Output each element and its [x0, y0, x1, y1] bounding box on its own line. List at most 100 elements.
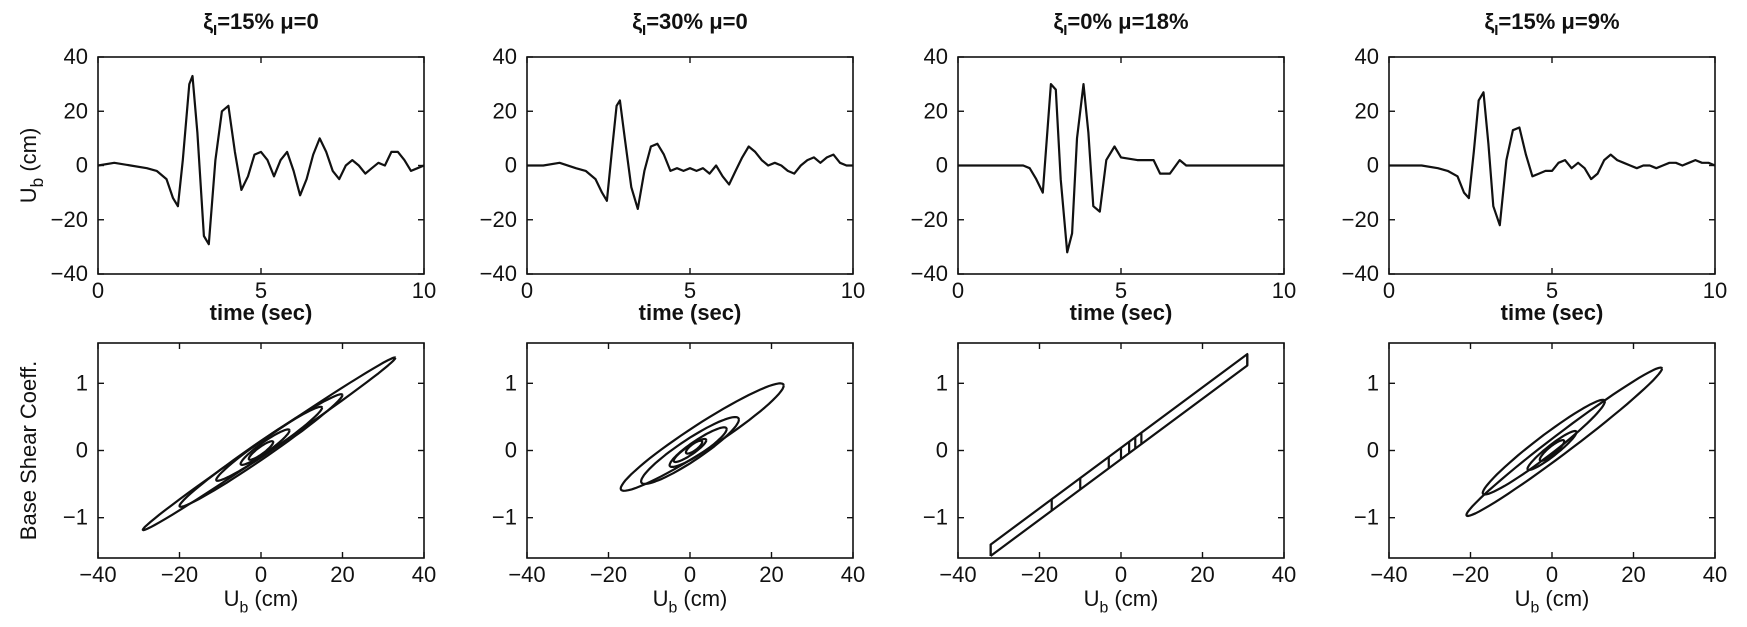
y-tick-label: −40: [51, 261, 88, 286]
y-tick-label: 1: [936, 370, 948, 395]
panel-3: 0 5 10 40 20 0 −20 −40 time (sec) ξI=0% μ=18%: [911, 9, 1297, 325]
hysteresis-loop: [1526, 429, 1578, 472]
x-tick-label: −40: [1370, 562, 1407, 587]
y-tick-label: 20: [64, 98, 88, 123]
y-tick-label: −20: [51, 207, 88, 232]
panel-2: 0 5 10 40 20 0 −20 −40 time (sec) ξI=30% μ=0: [480, 9, 866, 325]
x-axis-label: Ub (cm): [1515, 586, 1590, 617]
y-tick-label: −20: [911, 207, 948, 232]
hysteresis-loop: [247, 440, 275, 461]
x-tick-label: 10: [841, 278, 865, 303]
x-tick-label: 10: [1703, 278, 1727, 303]
x-tick-label: 0: [92, 278, 104, 303]
x-tick-label: 40: [412, 562, 436, 587]
x-axis-label: time (sec): [1070, 300, 1173, 325]
x-tick-label: 40: [1272, 562, 1296, 587]
x-axis-label: time (sec): [639, 300, 742, 325]
y-tick-label: 40: [924, 44, 948, 69]
y-tick-label: −40: [480, 261, 517, 286]
y-tick-label: −40: [1342, 261, 1379, 286]
hysteresis-envelope: [989, 353, 1249, 557]
x-tick-label: 5: [684, 278, 696, 303]
hysteresis-loop: [1465, 366, 1664, 518]
y-tick-label: −1: [63, 505, 88, 530]
x-tick-label: 0: [255, 562, 267, 587]
y-tick-label: 20: [1355, 98, 1379, 123]
y-tick-label: 40: [1355, 44, 1379, 69]
y-tick-label: 0: [936, 438, 948, 463]
panel-1: 0 5 10 40 20 0 −20 −40 time (sec) ξI=15% μ=0 Ub (c…: [16, 9, 436, 325]
y-axis-label: Base Shear Coeff.: [16, 361, 41, 540]
x-tick-label: 0: [521, 278, 533, 303]
x-tick-label: 5: [1546, 278, 1558, 303]
hysteresis-loop: [684, 439, 704, 455]
displacement-trace: [527, 99, 853, 210]
y-tick-label: −1: [923, 505, 948, 530]
y-tick-label: −1: [492, 505, 517, 530]
x-tick-label: 20: [1190, 562, 1214, 587]
y-tick-label: 20: [924, 98, 948, 123]
plot-frame: [526, 342, 854, 559]
plot-frame: [1388, 56, 1716, 275]
x-tick-label: 0: [1115, 562, 1127, 587]
plot-frame: [526, 56, 854, 275]
panel-6: −40 −20 0 20 40 1 0 −1 Ub (cm): [492, 342, 865, 617]
hysteresis-loop: [239, 428, 291, 466]
y-tick-label: 0: [76, 153, 88, 178]
chart-title: ξI=0% μ=18%: [1053, 9, 1188, 39]
x-axis-label: Ub (cm): [224, 586, 299, 617]
x-tick-label: 20: [330, 562, 354, 587]
chart-title: ξI=15% μ=9%: [1484, 9, 1619, 39]
x-tick-label: −40: [508, 562, 545, 587]
x-tick-label: −40: [79, 562, 116, 587]
hysteresis-loop: [619, 382, 785, 492]
x-tick-label: −20: [1021, 562, 1058, 587]
y-tick-label: −20: [1342, 207, 1379, 232]
y-tick-label: 0: [936, 153, 948, 178]
y-tick-label: 0: [505, 438, 517, 463]
panel-7: −40 −20 0 20 40 1 0 −1 Ub (cm): [923, 342, 1296, 617]
plot-frame: [1388, 342, 1716, 559]
x-tick-label: 40: [1703, 562, 1727, 587]
y-tick-label: 40: [493, 44, 517, 69]
x-tick-label: −20: [590, 562, 627, 587]
displacement-trace: [97, 74, 425, 246]
y-tick-label: 0: [505, 153, 517, 178]
x-tick-label: −20: [161, 562, 198, 587]
x-axis-label: Ub (cm): [653, 586, 728, 617]
displacement-trace: [1389, 91, 1716, 227]
hysteresis-loop: [178, 393, 344, 508]
y-axis-label: Ub (cm): [16, 128, 47, 204]
x-tick-label: −20: [1452, 562, 1489, 587]
y-tick-label: −20: [480, 207, 517, 232]
x-tick-label: 40: [841, 562, 865, 587]
y-tick-label: 0: [1367, 153, 1379, 178]
y-tick-label: 1: [1367, 370, 1379, 395]
displacement-trace: [958, 82, 1284, 254]
x-axis-label: time (sec): [210, 300, 313, 325]
y-tick-label: 0: [1367, 438, 1379, 463]
panel-4: 0 5 10 40 20 0 −20 −40 time (sec) ξI=15% μ=9%: [1342, 9, 1728, 325]
x-axis-label: time (sec): [1501, 300, 1604, 325]
x-tick-label: −40: [939, 562, 976, 587]
chart-title: ξI=15% μ=0: [203, 9, 319, 39]
chart-title: ξI=30% μ=0: [632, 9, 748, 39]
panel-5: −40 −20 0 20 40 1 0 −1 Ub (cm) Base Shear Coeff.: [16, 342, 436, 617]
hysteresis-loop: [639, 416, 740, 485]
y-tick-label: 0: [76, 438, 88, 463]
y-tick-label: −1: [1354, 505, 1379, 530]
x-tick-label: 10: [1272, 278, 1296, 303]
panel-8: −40 −20 0 20 40 1 0 −1 Ub (cm): [1354, 342, 1727, 617]
x-tick-label: 0: [1546, 562, 1558, 587]
y-tick-label: 1: [76, 370, 88, 395]
hysteresis-loop: [215, 405, 324, 482]
x-tick-label: 20: [759, 562, 783, 587]
x-tick-label: 5: [1115, 278, 1127, 303]
x-tick-label: 20: [1621, 562, 1645, 587]
x-tick-label: 0: [952, 278, 964, 303]
x-axis-label: Ub (cm): [1084, 586, 1159, 617]
x-tick-label: 0: [684, 562, 696, 587]
y-tick-label: 20: [493, 98, 517, 123]
y-tick-label: −40: [911, 261, 948, 286]
